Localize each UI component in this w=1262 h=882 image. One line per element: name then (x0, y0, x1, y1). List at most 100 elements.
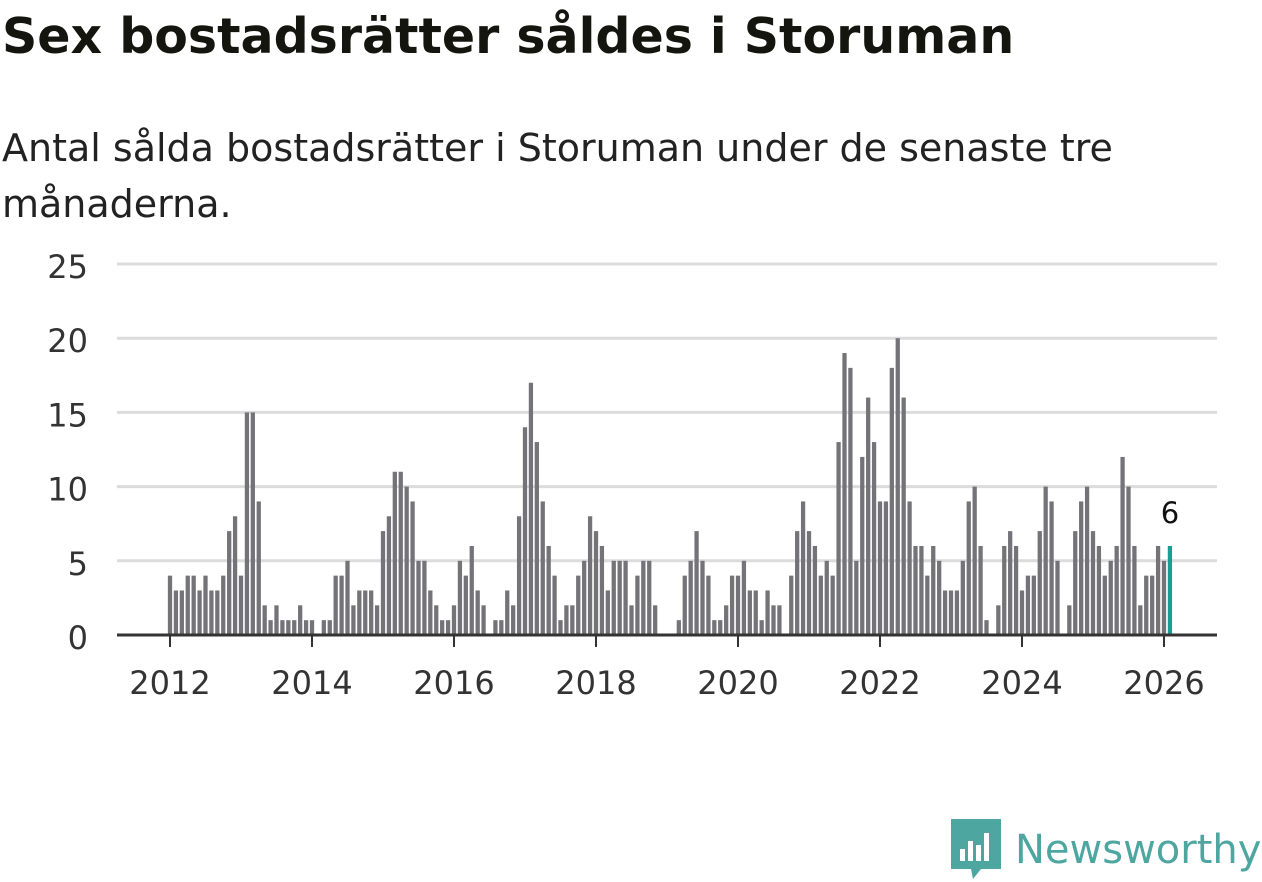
brand-name: Newsworthy (1015, 827, 1262, 873)
bar (292, 620, 297, 635)
bar (582, 560, 587, 635)
bar (611, 560, 616, 635)
bar (1108, 560, 1113, 635)
bar (1043, 486, 1048, 635)
bar (984, 620, 989, 635)
bar-chart: 0 5 10 15 20 25 6 2012 2014 2016 2018 2020 2022 2024 2… (47, 248, 1217, 702)
bar (978, 545, 983, 635)
bar (167, 575, 173, 635)
x-tick-label: 2026 (1123, 664, 1204, 702)
y-tick-label: 10 (47, 471, 88, 509)
bar (457, 560, 463, 635)
bar (1055, 560, 1060, 635)
bar (445, 620, 451, 635)
bar (700, 560, 705, 635)
bar (1132, 545, 1137, 635)
last-value-label: 6 (1161, 496, 1179, 530)
bar (262, 605, 267, 635)
bar (209, 590, 214, 635)
bar (925, 575, 930, 635)
bar (1090, 531, 1096, 635)
x-tick-label: 2014 (271, 664, 352, 702)
bar (469, 545, 474, 635)
bar (1096, 545, 1102, 635)
bar (1161, 560, 1167, 635)
bar (848, 367, 853, 635)
bar (516, 516, 522, 635)
bar (1155, 545, 1161, 635)
bar (854, 560, 859, 635)
bar (552, 575, 557, 635)
bar (481, 605, 486, 635)
bar (830, 575, 835, 635)
bar (369, 590, 374, 635)
bar (806, 531, 812, 635)
bar (351, 605, 356, 635)
bar (960, 560, 965, 635)
bar (753, 590, 758, 635)
bar (499, 620, 504, 635)
bar (913, 545, 918, 635)
bar (682, 575, 687, 635)
bar (771, 605, 776, 635)
y-tick-label: 15 (47, 396, 88, 434)
bar (511, 605, 516, 635)
bar (948, 590, 954, 635)
newsworthy-logo: Newsworthy (951, 818, 1261, 882)
bar (718, 620, 723, 635)
bar (877, 501, 883, 635)
bar (493, 620, 498, 635)
bar (818, 575, 823, 635)
bar (298, 605, 303, 635)
bar (576, 575, 581, 635)
bar (558, 620, 563, 635)
bar (836, 442, 841, 635)
bar (605, 590, 610, 635)
bar (227, 531, 232, 635)
bar (1079, 501, 1084, 635)
bar (363, 590, 368, 635)
bar (724, 605, 729, 635)
bar (1120, 456, 1125, 635)
bar (919, 545, 924, 635)
bar (392, 471, 397, 635)
x-tick-label: 2018 (555, 664, 636, 702)
bar (333, 575, 338, 635)
y-tick-label: 0 (68, 619, 88, 657)
bar (777, 605, 782, 635)
bar (706, 575, 711, 635)
bar (280, 620, 285, 635)
gridlines (117, 262, 1217, 563)
bar (321, 620, 326, 635)
bar (179, 590, 184, 635)
bar (428, 590, 433, 635)
bar (653, 605, 658, 635)
bar (866, 397, 871, 635)
bar (386, 516, 392, 635)
bar (623, 560, 628, 635)
bar (327, 620, 332, 635)
bar (191, 575, 196, 635)
bar (765, 590, 770, 635)
bar (197, 590, 202, 635)
bar (712, 620, 717, 635)
bar (416, 560, 421, 635)
bar (1102, 575, 1107, 635)
bar (800, 501, 806, 635)
bar (966, 501, 971, 635)
bar (1144, 575, 1149, 635)
bar (345, 560, 350, 635)
bar (1031, 575, 1036, 635)
bar (1019, 590, 1025, 635)
bar (1037, 531, 1042, 635)
bar (570, 605, 575, 635)
bar (641, 560, 646, 635)
bar (238, 575, 244, 635)
y-tick-label: 5 (68, 545, 88, 583)
bar (824, 560, 829, 635)
bar (380, 531, 386, 635)
x-tick-label: 2012 (129, 664, 210, 702)
bar (895, 338, 900, 635)
bar (215, 590, 220, 635)
bar (694, 531, 699, 635)
